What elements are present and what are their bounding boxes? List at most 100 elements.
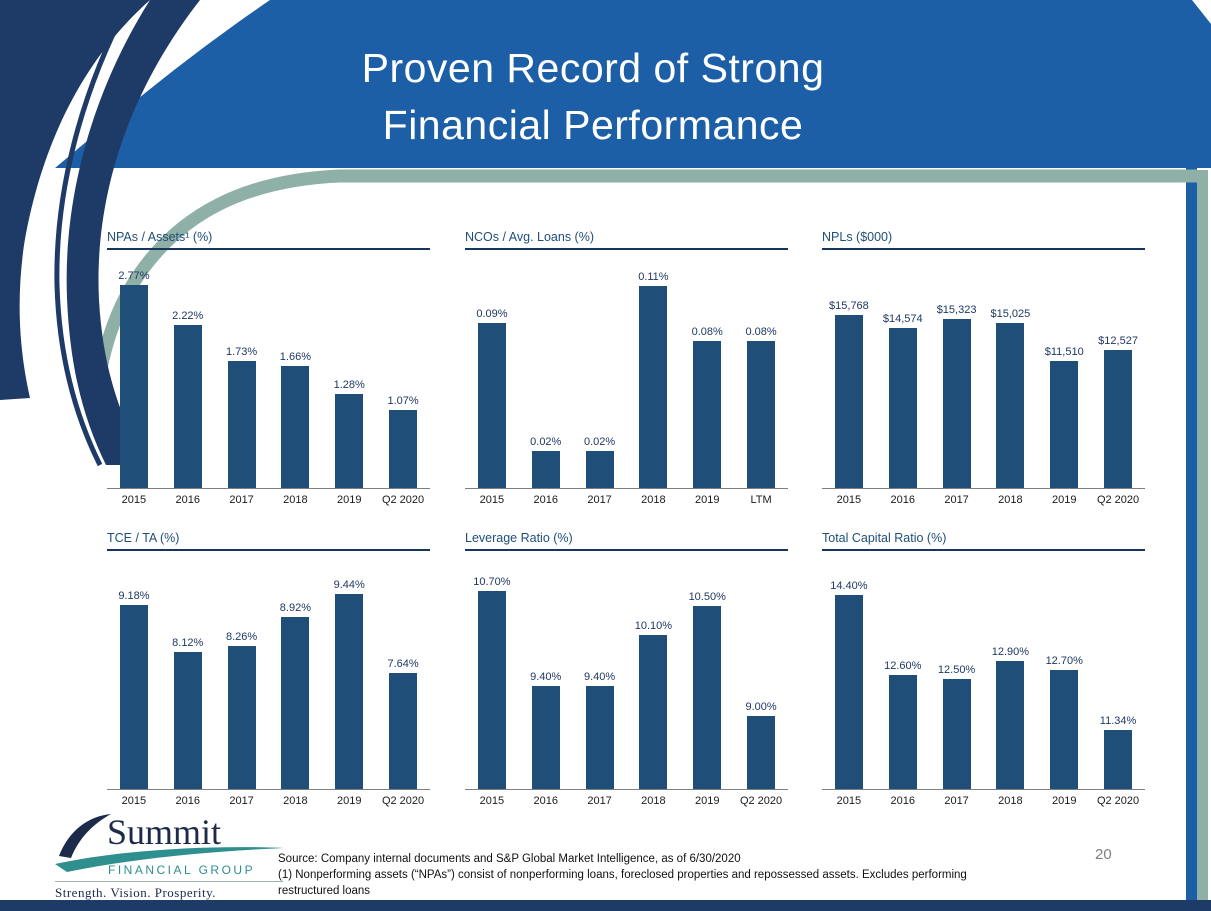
bar-value-label: 0.08% <box>745 326 777 338</box>
bar-slot: 0.02% <box>573 436 627 488</box>
bar <box>942 679 971 789</box>
bar <box>281 366 310 488</box>
bar-slot: 8.92% <box>268 602 322 789</box>
x-tick-label: 2016 <box>533 795 558 807</box>
bar <box>585 686 614 789</box>
bar-slot: 9.40% <box>519 671 573 789</box>
x-tick-label: 2017 <box>944 795 969 807</box>
bar-value-label: 8.26% <box>225 631 258 643</box>
bar-value-label: 10.70% <box>473 576 511 588</box>
x-axis: 2015 2016 2017 2018 2019 Q2 2020 <box>822 795 1145 807</box>
bar-slot: 9.40% <box>573 671 627 789</box>
x-tick-label: 2019 <box>694 494 720 506</box>
bar <box>119 605 148 789</box>
bar-slot: $15,768 <box>822 300 876 488</box>
bar-value-label: 0.09% <box>476 308 508 320</box>
bar-value-label: 2.77% <box>118 270 150 282</box>
bar-slot: 2.22% <box>161 310 215 488</box>
summit-swoosh-icon <box>55 814 284 872</box>
bar <box>227 646 256 789</box>
bar-slot: 12.70% <box>1037 655 1091 789</box>
bar <box>335 594 364 789</box>
bar <box>1104 730 1133 789</box>
bar <box>173 652 202 789</box>
chart-npls: NPLs ($000) $15,768 $14,574 $15,323 $15,025… <box>822 230 1145 506</box>
bar-value-label: 9.00% <box>745 701 777 713</box>
bar-value-label: 2.22% <box>172 310 204 322</box>
bar-slot: 12.50% <box>930 664 984 789</box>
bar-value-label: $15,768 <box>829 300 869 312</box>
x-tick-label: LTM <box>750 494 772 506</box>
chart-tce-ta: TCE / TA (%) 9.18% 8.12% 8.26% 8.92% 9.44% 7.… <box>107 531 430 807</box>
plot-area: 10.70% 9.40% 9.40% 10.10% 10.50% 9.00% <box>465 551 788 790</box>
bar-value-label: 11.34% <box>1099 715 1137 727</box>
x-tick-label: Q2 2020 <box>381 494 425 506</box>
bar <box>996 323 1025 488</box>
plot-area: $15,768 $14,574 $15,323 $15,025 $11,510 $12,5… <box>822 250 1145 489</box>
bar <box>335 394 364 488</box>
bar <box>477 323 506 488</box>
x-tick-label: 2018 <box>283 795 308 807</box>
bar <box>693 606 722 789</box>
bar-value-label: $15,323 <box>936 304 977 316</box>
page-title-line2: Financial Performance <box>382 102 804 148</box>
bar <box>1104 350 1133 488</box>
bar-slot: 0.09% <box>465 308 519 488</box>
x-tick-label: 2015 <box>121 795 147 807</box>
x-tick-label: 2017 <box>229 494 254 506</box>
bar-slot: 0.08% <box>734 326 788 488</box>
bar-value-label: 10.50% <box>688 591 726 603</box>
plot-area: 9.18% 8.12% 8.26% 8.92% 9.44% 7.64% <box>107 551 430 790</box>
bar <box>227 361 256 488</box>
bar-slot: $11,510 <box>1037 346 1091 488</box>
plot-area: 0.09% 0.02% 0.02% 0.11% 0.08% 0.08% <box>465 250 788 489</box>
x-tick-label: 2016 <box>175 494 200 506</box>
chart-ncos-avg-loans: NCOs / Avg. Loans (%) 0.09% 0.02% 0.02% 0.1… <box>465 230 788 506</box>
bar-value-label: 12.50% <box>937 664 976 676</box>
bar <box>531 451 560 488</box>
bar-slot: 2.77% <box>107 270 161 488</box>
chart-title: NPLs ($000) <box>822 230 1145 250</box>
bar-slot: 10.70% <box>465 576 519 789</box>
source-note: Source: Company internal documents and S… <box>278 851 1048 899</box>
x-tick-label: Q2 2020 <box>1096 795 1140 807</box>
x-tick-label: 2017 <box>944 494 969 506</box>
bar-value-label: 1.66% <box>279 351 311 363</box>
bar-value-label: 7.64% <box>387 658 419 670</box>
bar-slot: 7.64% <box>376 658 430 789</box>
bar <box>834 315 863 488</box>
bar-slot: $14,574 <box>876 313 930 488</box>
bar-slot: $15,323 <box>930 304 984 488</box>
bar-value-label: 12.90% <box>991 646 1030 658</box>
bar-value-label: $14,574 <box>882 313 923 325</box>
bar <box>389 673 418 789</box>
x-tick-label: 2019 <box>1051 795 1077 807</box>
logo-name: Summit <box>107 812 222 852</box>
x-tick-label: 2015 <box>479 494 505 506</box>
chart-title: Total Capital Ratio (%) <box>822 531 1145 551</box>
bar-value-label: 8.12% <box>172 637 204 649</box>
page-title: Proven Record of Strong Financial Perfor… <box>0 40 1186 154</box>
x-tick-label: 2015 <box>836 494 862 506</box>
bar-slot: 1.07% <box>376 395 430 488</box>
bar-value-label: 8.92% <box>279 602 311 614</box>
bar-value-label: 1.07% <box>387 395 419 407</box>
bar-slot: 0.02% <box>519 436 573 488</box>
chart-title: Leverage Ratio (%) <box>465 531 788 551</box>
bar <box>585 451 614 488</box>
bar-slot: 0.11% <box>626 271 680 488</box>
bar <box>119 285 148 488</box>
chart-title: TCE / TA (%) <box>107 531 430 551</box>
bar-value-label: 0.02% <box>530 436 562 448</box>
x-tick-label: 2018 <box>641 494 666 506</box>
x-axis: 2015 2016 2017 2018 2019 LTM <box>465 494 788 506</box>
bar-slot: 1.66% <box>268 351 322 488</box>
x-tick-label: 2016 <box>890 795 915 807</box>
page-title-line1: Proven Record of Strong <box>361 45 825 91</box>
x-axis: 2015 2016 2017 2018 2019 Q2 2020 <box>107 795 430 807</box>
bar-slot: 10.50% <box>680 591 734 789</box>
bar <box>639 286 668 488</box>
x-tick-label: 2019 <box>1051 494 1077 506</box>
